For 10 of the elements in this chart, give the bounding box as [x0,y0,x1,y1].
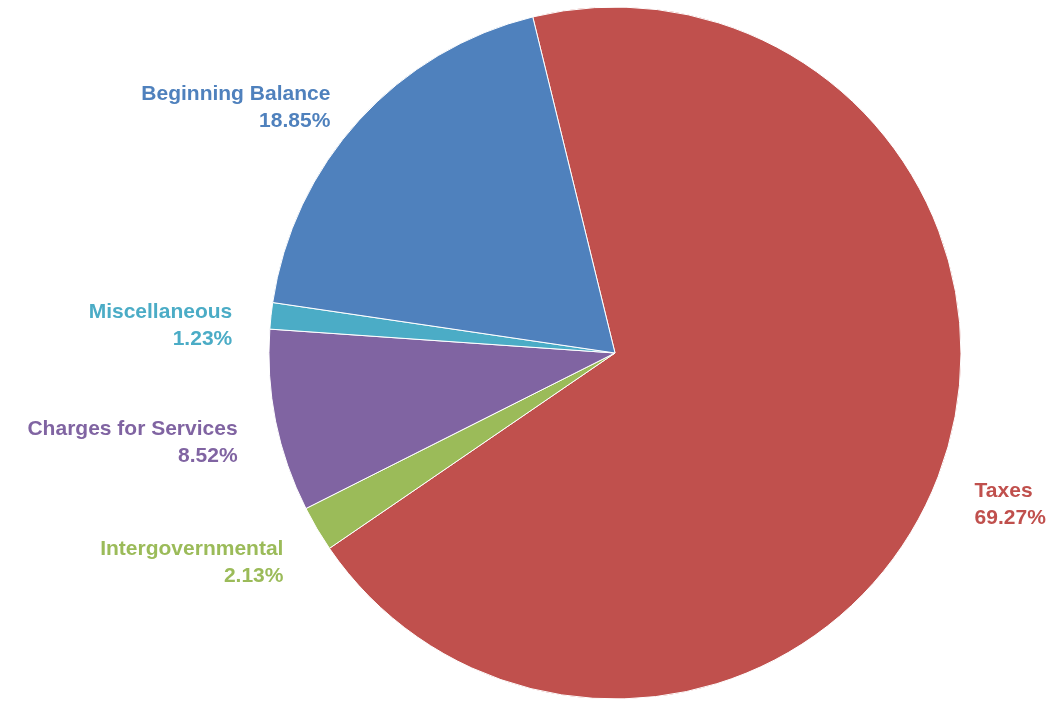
slice-label: Taxes [974,477,1033,501]
data-label: 18.85% [259,107,331,131]
slice-label: Charges for Services [27,415,238,439]
data-label: 2.13% [223,562,284,586]
data-label: 69.27% [974,504,1047,528]
data-label: 8.52% [178,442,238,466]
slice-label: Intergovernmental [100,535,284,559]
slice-label: Beginning Balance [141,80,331,104]
data-label: 1.23% [172,325,233,349]
slice-label: Miscellaneous [88,298,233,322]
